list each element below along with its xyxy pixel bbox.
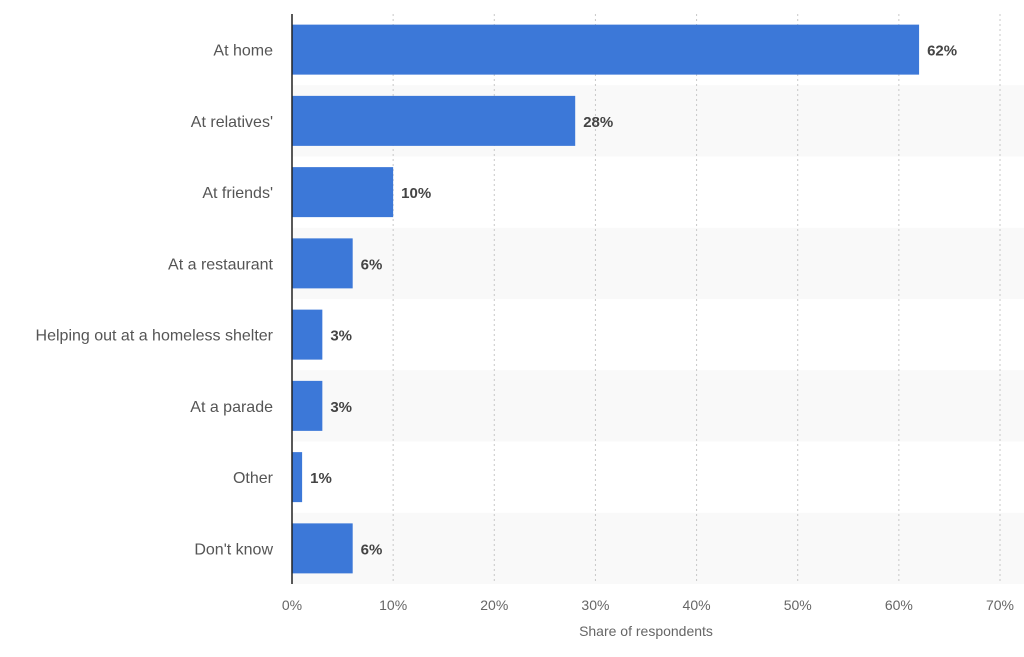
bar[interactable] [292, 95, 576, 146]
category-label: Don't know [194, 541, 273, 558]
x-tick-label: 60% [885, 597, 913, 613]
x-tick-label: 10% [379, 597, 407, 613]
bar[interactable] [292, 167, 394, 218]
x-tick-label: 20% [480, 597, 508, 613]
bar[interactable] [292, 24, 920, 75]
bar[interactable] [292, 238, 353, 289]
category-label: Other [233, 470, 274, 487]
bar[interactable] [292, 380, 323, 431]
category-label: At relatives' [191, 114, 273, 131]
x-tick-label: 0% [282, 597, 302, 613]
bar[interactable] [292, 452, 303, 503]
row-band [292, 227, 1024, 299]
category-label: At friends' [202, 185, 273, 202]
category-label: At home [213, 43, 273, 60]
row-band [292, 512, 1024, 584]
x-tick-label: 30% [581, 597, 609, 613]
value-label: 6% [361, 541, 383, 558]
category-label: At a restaurant [168, 256, 274, 273]
value-labels: 62% 28% 10% 6% 3% 3% 1% 6% [310, 43, 957, 559]
bar[interactable] [292, 523, 353, 574]
category-label: Helping out at a homeless shelter [36, 328, 274, 345]
value-label: 62% [927, 43, 957, 60]
value-label: 10% [401, 185, 431, 202]
row-band [292, 370, 1024, 442]
x-tick-label: 70% [986, 597, 1014, 613]
category-label: At a parade [190, 399, 273, 416]
value-label: 3% [330, 399, 352, 416]
value-label: 6% [361, 256, 383, 273]
x-axis-title: Share of respondents [579, 623, 713, 639]
value-label: 28% [583, 114, 613, 131]
category-labels: At home At relatives' At friends' At a rest… [36, 43, 274, 559]
x-tick-label: 40% [683, 597, 711, 613]
value-label: 3% [330, 328, 352, 345]
row-bands [292, 85, 1024, 584]
bars [292, 24, 920, 574]
x-tick-labels: 0% 10% 20% 30% 40% 50% 60% 70% [282, 597, 1014, 613]
value-label: 1% [310, 470, 332, 487]
x-tick-label: 50% [784, 597, 812, 613]
bar[interactable] [292, 309, 323, 360]
